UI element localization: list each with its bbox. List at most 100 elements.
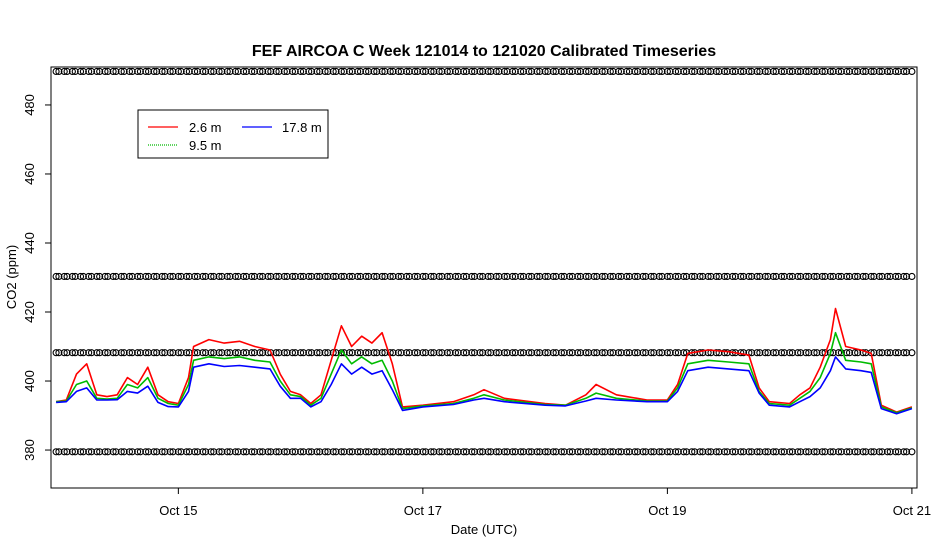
calibration-point <box>153 272 161 281</box>
calibration-point <box>723 448 731 456</box>
calibration-point <box>753 349 761 357</box>
calibration-point <box>316 349 324 357</box>
calibration-point <box>218 67 226 76</box>
calibration-point <box>63 349 71 357</box>
x-tick-label: Oct 15 <box>159 503 197 518</box>
calibration-point <box>780 349 788 357</box>
calibration-point <box>707 448 715 456</box>
y-tick-label: 400 <box>22 370 37 392</box>
calibration-point <box>900 272 908 281</box>
calibration-point <box>566 448 574 456</box>
calibration-point <box>892 349 900 357</box>
calibration-point <box>699 448 707 456</box>
calibration-point <box>625 349 633 357</box>
calibration-point <box>544 67 552 76</box>
series-line-9-5-m <box>56 331 913 414</box>
calibration-point <box>650 67 658 76</box>
calibration-point <box>174 448 182 456</box>
calibration-point <box>340 349 348 357</box>
calibration-point <box>821 272 829 281</box>
calibration-point <box>536 448 544 456</box>
calibration-point <box>525 349 533 357</box>
calibration-point <box>574 67 582 76</box>
calibration-point <box>443 448 451 456</box>
calibration-point <box>903 272 911 281</box>
calibration-point <box>280 67 288 76</box>
calibration-point <box>541 272 549 281</box>
calibration-point <box>87 448 96 456</box>
calibration-point <box>354 448 362 456</box>
y-tick-label: 420 <box>22 301 37 323</box>
calibration-point <box>682 448 691 456</box>
calibration-point <box>63 67 71 76</box>
calibration-point <box>590 67 598 76</box>
calibration-point <box>680 272 688 281</box>
calibration-point <box>601 448 609 456</box>
calibration-point <box>715 67 723 76</box>
calibration-point <box>780 272 788 281</box>
calibration-point <box>259 67 267 76</box>
calibration-point <box>280 448 288 456</box>
calibration-point <box>356 67 365 76</box>
calibration-point <box>125 67 133 76</box>
calibration-point <box>378 272 386 281</box>
calibration-point <box>541 448 549 456</box>
calibration-point <box>802 272 810 281</box>
calibration-point <box>900 448 908 456</box>
calibration-point <box>476 272 484 281</box>
calibration-point <box>462 448 470 456</box>
calibration-point <box>93 272 101 281</box>
calibration-point <box>492 448 500 456</box>
calibration-point <box>585 67 593 76</box>
calibration-point <box>500 349 508 357</box>
calibration-point <box>345 349 354 357</box>
calibration-point <box>647 272 655 281</box>
calibration-point <box>712 272 720 281</box>
calibration-point <box>886 272 894 281</box>
calibration-point <box>150 349 158 357</box>
calibration-point <box>658 67 666 76</box>
calibration-point <box>468 272 476 281</box>
calibration-point <box>85 349 93 357</box>
calibration-point <box>786 349 794 357</box>
calibration-point <box>153 448 161 456</box>
calibration-point <box>650 272 658 281</box>
calibration-point <box>870 448 878 456</box>
calibration-point <box>427 67 435 76</box>
calibration-point <box>471 448 479 456</box>
calibration-point <box>389 272 397 281</box>
calibration-point <box>60 272 68 281</box>
calibration-point <box>52 272 60 281</box>
calibration-point <box>422 448 430 456</box>
calibration-point <box>519 272 528 281</box>
calibration-point <box>394 67 402 76</box>
calibration-point <box>397 272 405 281</box>
calibration-point <box>590 448 598 456</box>
calibration-point <box>737 272 745 281</box>
calibration-point <box>487 349 495 357</box>
calibration-point <box>365 448 373 456</box>
calibration-point <box>313 349 321 357</box>
calibration-point <box>438 448 446 456</box>
calibration-point <box>288 349 297 357</box>
calibration-point <box>405 349 413 357</box>
calibration-point <box>870 67 878 76</box>
calibration-point <box>511 272 519 281</box>
calibration-point <box>85 448 93 456</box>
calibration-point <box>308 272 316 281</box>
calibration-point <box>511 67 519 76</box>
calibration-point <box>248 67 256 76</box>
calibration-point <box>308 67 316 76</box>
calibration-point <box>601 272 609 281</box>
calibration-point <box>737 67 745 76</box>
calibration-point <box>454 349 462 357</box>
calibration-point <box>794 349 802 357</box>
calibration-point <box>177 448 185 456</box>
calibration-point <box>723 272 731 281</box>
calibration-point <box>438 272 446 281</box>
calibration-point <box>663 349 671 357</box>
calibration-point <box>541 349 549 357</box>
calibration-point <box>332 448 340 456</box>
calibration-point <box>79 349 87 357</box>
x-tick-label: Oct 17 <box>404 503 442 518</box>
